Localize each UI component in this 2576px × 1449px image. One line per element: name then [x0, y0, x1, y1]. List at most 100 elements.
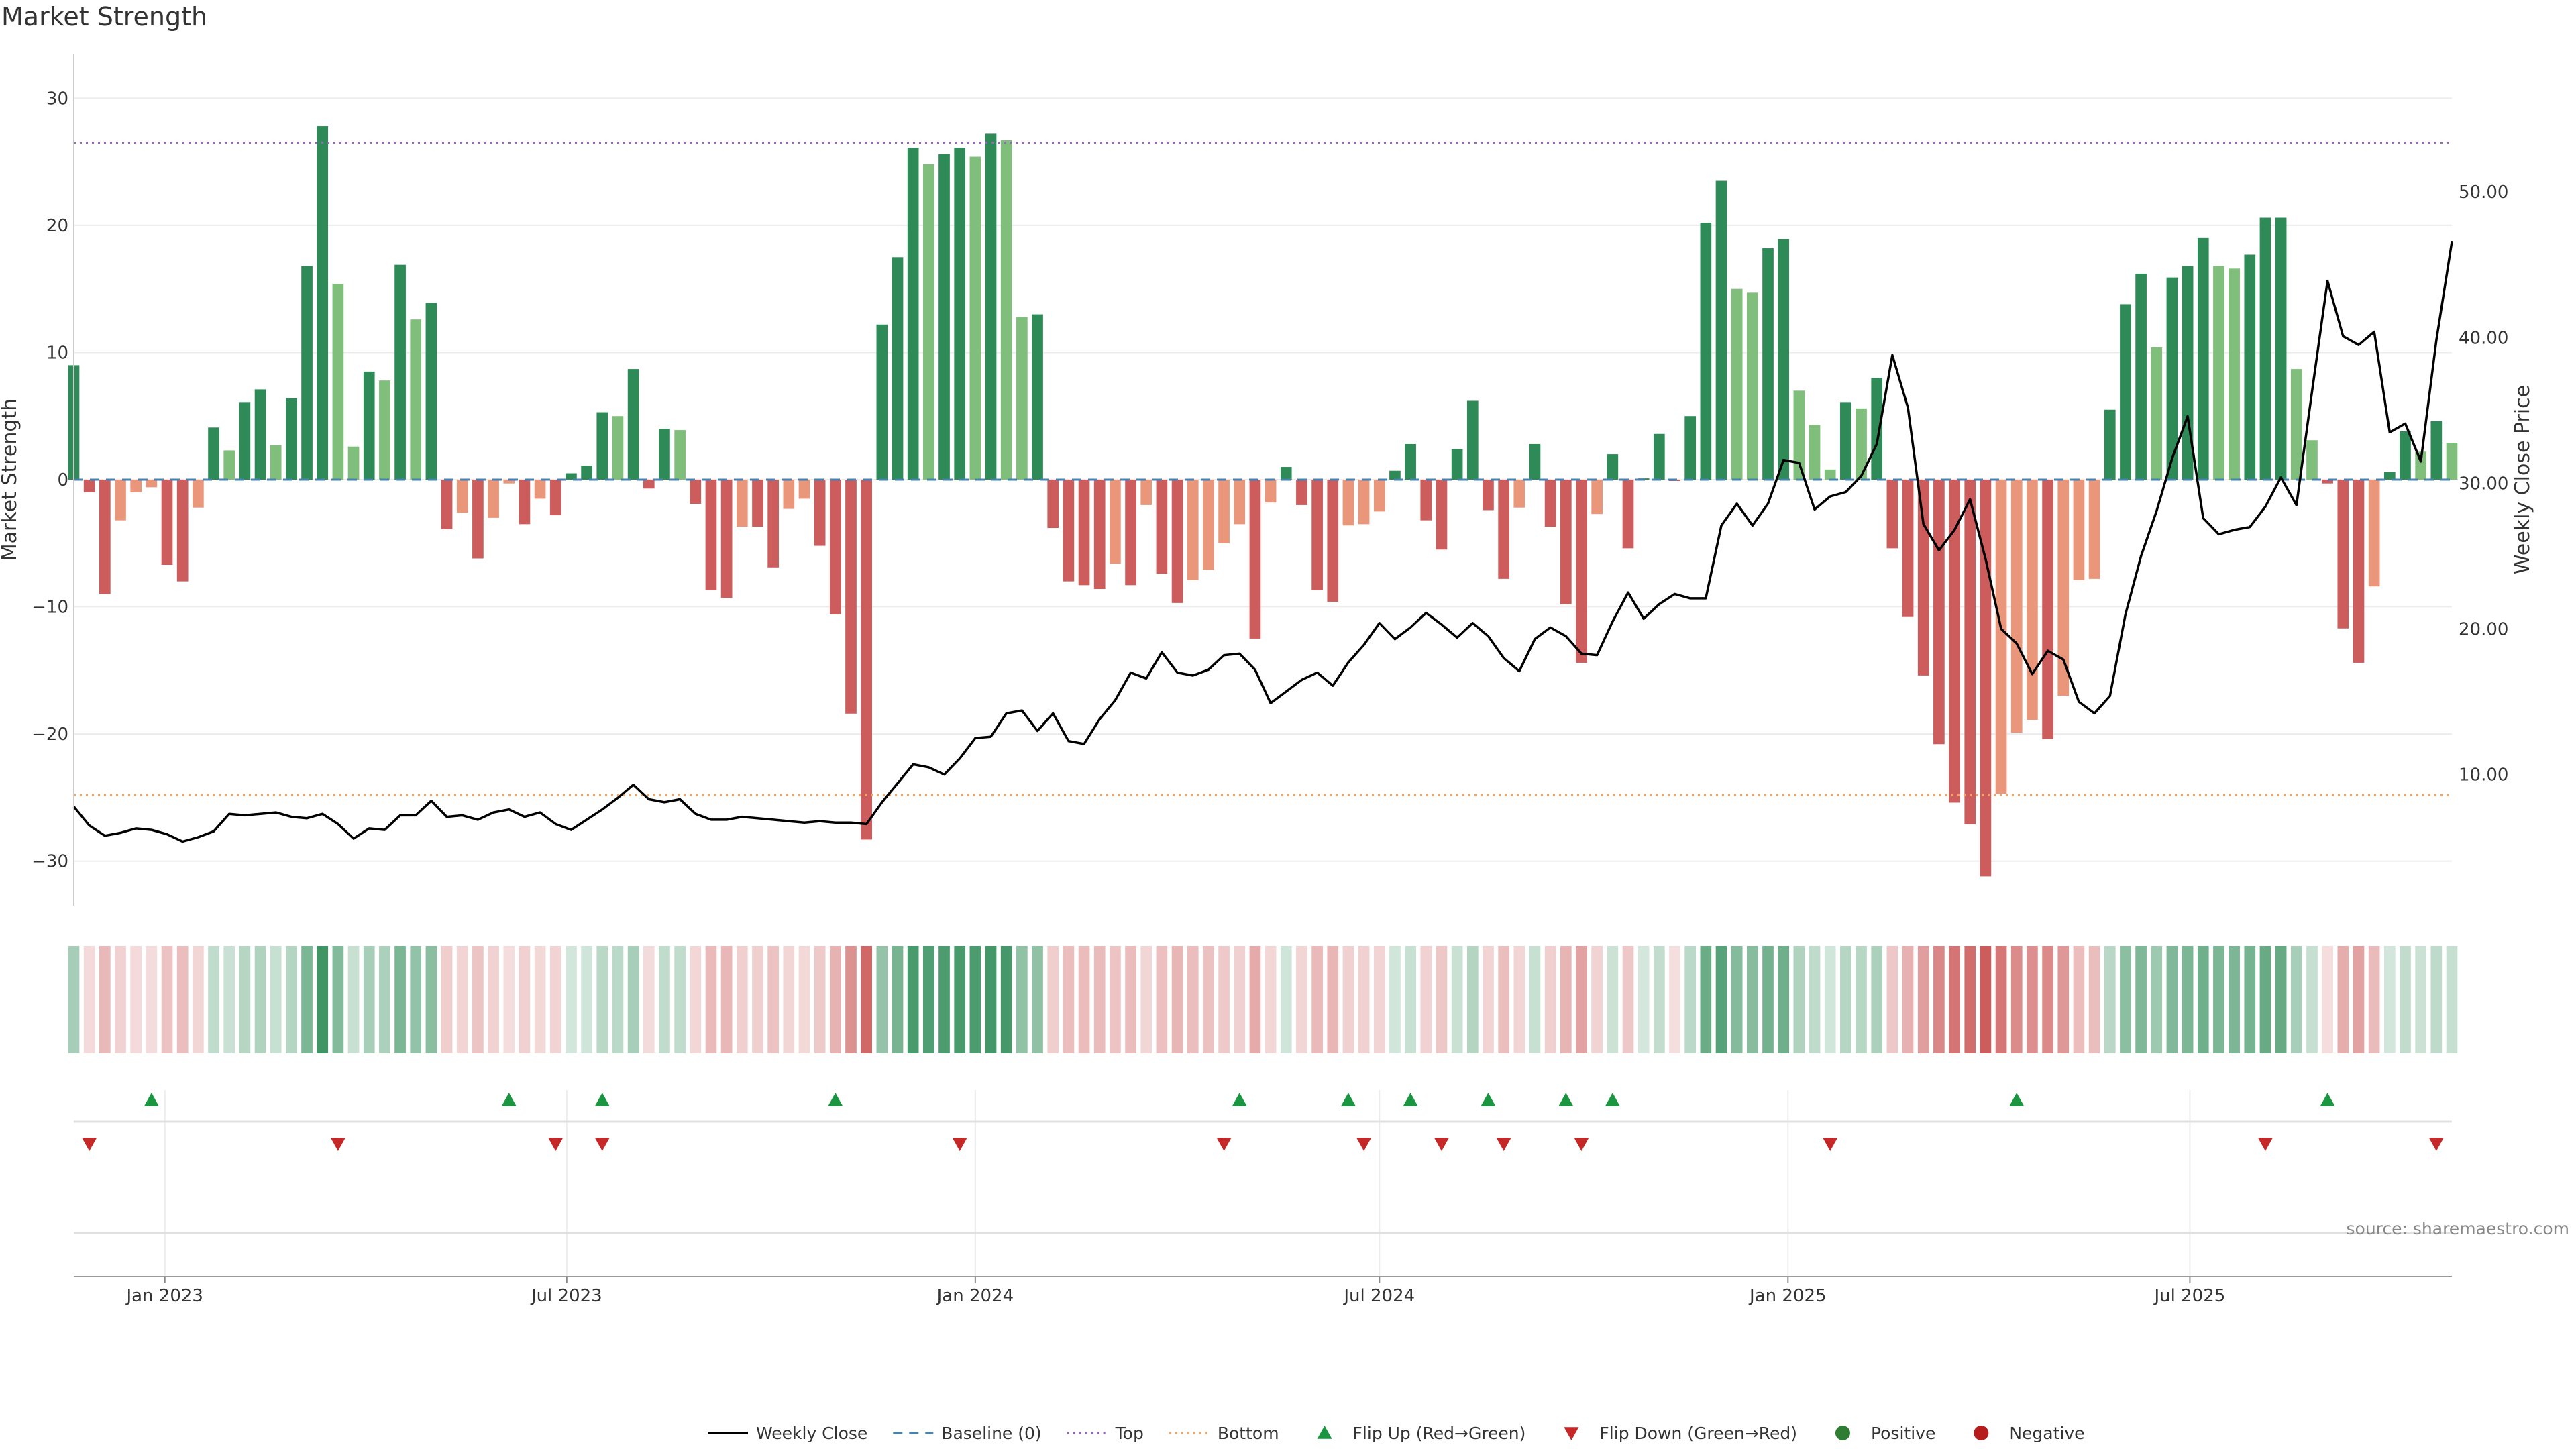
y-tick-label: 0: [57, 470, 68, 490]
weekly-close-line: [72, 241, 2453, 843]
heat-cell: [2337, 946, 2349, 1053]
heat-cell: [1731, 946, 1743, 1053]
heat-cell: [1793, 946, 1805, 1053]
heat-cell: [1451, 946, 1463, 1053]
flip-down-marker: [1356, 1138, 1372, 1151]
strength-bar: [176, 480, 189, 582]
strength-bar: [425, 303, 437, 480]
strength-bar: [938, 154, 950, 480]
flip-up-marker: [1481, 1093, 1496, 1106]
strength-bar: [1653, 433, 1665, 480]
heat-cell: [394, 946, 406, 1053]
heat-cell: [1513, 946, 1525, 1053]
heat-cell: [923, 946, 934, 1053]
heat-cell: [2430, 946, 2443, 1053]
x-tick-label: Jul 2024: [1342, 1286, 1415, 1306]
heat-cell: [1203, 946, 1214, 1053]
strength-bar: [1296, 480, 1307, 505]
heat-cell: [814, 946, 826, 1053]
heat-cell: [659, 946, 670, 1053]
strength-bar: [1995, 480, 2007, 794]
strength-bar: [907, 148, 919, 480]
strength-bar: [2197, 237, 2209, 480]
flip-up-marker: [1340, 1093, 1356, 1106]
strength-bar: [767, 480, 779, 568]
heat-cell: [2306, 946, 2318, 1053]
heat-cell: [1000, 946, 1012, 1053]
strength-heat-strip: [68, 946, 2458, 1053]
heat-cell: [347, 946, 360, 1053]
strength-bar: [2151, 347, 2163, 480]
strength-bar: [674, 430, 686, 480]
heat-cell: [1280, 946, 1292, 1053]
heat-cell: [1653, 946, 1665, 1053]
flip-markers: [82, 1093, 2444, 1151]
heat-cell: [286, 946, 297, 1053]
heat-cell: [1187, 946, 1199, 1053]
x-tick-label: Jan 2024: [936, 1286, 1014, 1306]
strength-bar: [2088, 480, 2100, 579]
strength-bar: [1762, 248, 1774, 480]
heat-cell: [425, 946, 437, 1053]
heat-cell: [519, 946, 531, 1053]
heat-cell: [301, 946, 313, 1053]
source-note: source: sharemaestro.com: [2347, 1219, 2570, 1238]
heat-cell: [596, 946, 608, 1053]
reference-lines: [74, 142, 2452, 796]
heat-cell: [969, 946, 981, 1053]
heat-cell: [612, 946, 624, 1053]
flip-up-marker: [594, 1093, 610, 1106]
heat-cell: [705, 946, 717, 1053]
heat-cell: [1265, 946, 1277, 1053]
strength-bar: [627, 369, 639, 480]
heat-cell: [1856, 946, 1867, 1053]
strength-bar: [1405, 443, 1416, 480]
strength-bar: [1451, 449, 1463, 480]
strength-bar: [829, 480, 841, 614]
strength-bar: [1840, 402, 1851, 480]
heat-cell: [876, 946, 888, 1053]
heat-cell: [1607, 946, 1619, 1053]
heat-cell: [2073, 946, 2085, 1053]
heat-cell: [503, 946, 515, 1053]
strength-bar: [379, 380, 390, 480]
heat-cell: [130, 946, 142, 1053]
strength-bar: [1280, 467, 1292, 480]
heat-cell: [1063, 946, 1075, 1053]
heat-cell: [2322, 946, 2333, 1053]
heat-cell: [2415, 946, 2427, 1053]
strength-bar: [1311, 480, 1323, 590]
strength-bar: [2027, 480, 2038, 720]
heat-cell: [2275, 946, 2287, 1053]
strength-bar: [2290, 369, 2302, 480]
strength-bar: [1373, 480, 1385, 512]
strength-bar: [2229, 268, 2240, 480]
flip-down-marker: [1496, 1138, 1511, 1151]
heat-cell: [317, 946, 329, 1053]
strength-bar: [2213, 266, 2224, 480]
strength-bar: [752, 480, 763, 527]
strength-bar: [410, 319, 422, 480]
strength-bar: [1063, 480, 1075, 582]
y2-tick-label: 40.00: [2459, 328, 2508, 348]
strength-bar: [1964, 480, 1976, 824]
strength-bar: [923, 164, 934, 480]
heat-cell: [1249, 946, 1261, 1053]
legend-label: Bottom: [1218, 1424, 1279, 1443]
legend-label: Weekly Close: [756, 1424, 867, 1443]
heat-cell: [720, 946, 733, 1053]
strength-bar: [2415, 451, 2427, 480]
strength-bar: [985, 133, 997, 480]
heat-cell: [938, 946, 950, 1053]
heat-cell: [1016, 946, 1028, 1053]
y-tick-label: 10: [46, 343, 68, 363]
strength-bar: [1949, 480, 1960, 803]
heat-cell: [829, 946, 841, 1053]
strength-bar: [736, 480, 748, 527]
flip-down-marker: [952, 1138, 967, 1151]
x-tick-label: Jan 2025: [1748, 1286, 1827, 1306]
strength-bar: [239, 402, 251, 480]
legend-label: Baseline (0): [941, 1424, 1041, 1443]
strength-bar: [2353, 480, 2365, 663]
